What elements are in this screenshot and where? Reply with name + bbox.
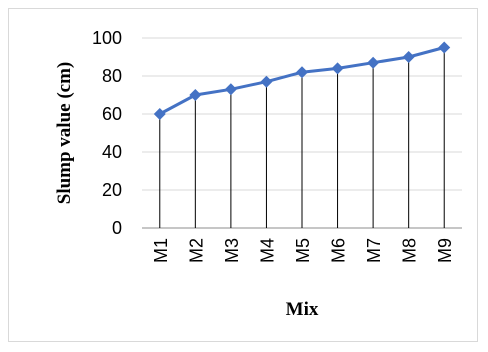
data-point: [224, 83, 237, 96]
x-tick-labels: M1 M2 M3 M4 M5 M6 M7 M8 M9: [151, 238, 455, 263]
series-markers: [153, 41, 451, 120]
data-point: [189, 89, 202, 101]
x-tick-label: M4: [257, 238, 277, 263]
data-point: [438, 41, 451, 54]
y-tick-label: 40: [102, 142, 122, 162]
data-point: [367, 56, 380, 69]
y-tick-label: 20: [102, 180, 122, 200]
data-point: [260, 75, 273, 88]
x-tick-label: M1: [151, 238, 171, 263]
data-point: [402, 51, 415, 63]
data-point: [153, 108, 166, 120]
y-tick-labels: 0 20 40 60 80 100: [92, 28, 122, 238]
chart-frame: [8, 8, 478, 342]
y-tick-label: 60: [102, 104, 122, 124]
data-point: [331, 62, 344, 75]
y-tick-label: 80: [102, 66, 122, 86]
y-axis-title: Slump value (cm): [54, 62, 75, 205]
drop-lines: [159, 47, 445, 228]
x-axis-title: Mix: [286, 299, 319, 320]
x-tick-label: M6: [329, 238, 349, 263]
x-tick-label: M2: [186, 238, 206, 263]
x-tick-label: M9: [435, 238, 455, 263]
data-point: [296, 66, 308, 79]
x-tick-label: M5: [293, 238, 313, 263]
y-tick-label: 0: [112, 218, 122, 238]
x-tick-label: M7: [364, 238, 384, 263]
x-tick-label: M8: [400, 238, 420, 263]
x-tick-label: M3: [222, 238, 242, 263]
y-tick-label: 100: [92, 28, 122, 48]
